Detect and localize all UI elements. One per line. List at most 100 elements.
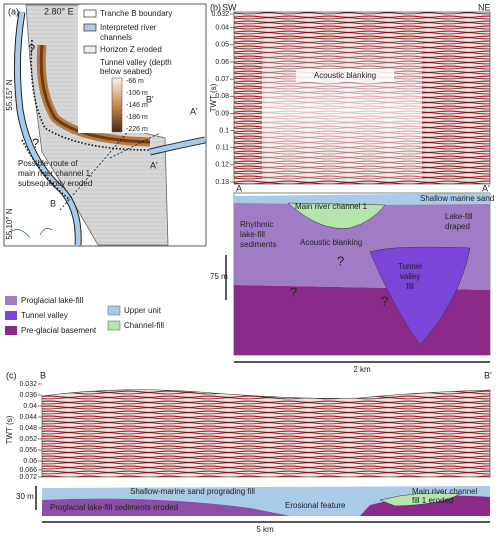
eroded-boundary (30, 39, 151, 151)
v-scale: 75 m (210, 272, 228, 281)
h-scale: 2 km (353, 365, 371, 374)
profile-end: A' (150, 160, 158, 170)
lake-fill (42, 498, 290, 516)
y-tick-label: 0.04 (23, 403, 37, 410)
unit-label: Shallow-marine sand prograding fill (130, 487, 255, 496)
profile-end: B' (484, 370, 492, 380)
river (14, 11, 81, 246)
legend-swatch (5, 296, 17, 305)
legend-text: Tunnel valley (depth (100, 58, 172, 67)
profile-end: B (50, 198, 56, 208)
legend-text: Pre-glacial basement (21, 326, 97, 335)
y-tick-label: 0.11 (216, 145, 229, 152)
y-tick-label: 0.12 (215, 162, 229, 169)
annotation: subsequently eroded (18, 179, 92, 188)
y-tick-label: 0.07 (215, 76, 229, 83)
legend-text: Tunnel valley (21, 311, 68, 320)
question-mark: ? (32, 135, 39, 150)
y-tick-label: 0.066 (19, 467, 37, 474)
legend-swatch (83, 45, 97, 54)
colorbar-label: -66 m (126, 78, 144, 85)
legend-swatch (83, 9, 97, 18)
question-mark: ? (28, 41, 35, 56)
h-scale: 5 km (256, 525, 274, 534)
y-tick-label: 0.056 (19, 447, 37, 454)
annotation: main river channel 1, (18, 169, 92, 178)
legend-swatch (5, 311, 17, 320)
y-tick-label: 0.048 (19, 425, 37, 432)
unit-label: fill (406, 282, 414, 291)
unit-label: Main river channel 1 (295, 202, 368, 211)
profile-line-a (109, 117, 191, 159)
legend-text: channels (100, 33, 132, 42)
legend-text: Channel-fill (124, 321, 164, 330)
y-tick-label: 0.072 (19, 474, 37, 481)
unit-label: Proglacial lake-fill sediments eroded (50, 503, 178, 512)
y-tick-label: 0.06 (215, 59, 229, 66)
unit-label: lake-fill (240, 230, 265, 239)
profile-end: A' (190, 106, 198, 116)
unit-label: Rhythmic (240, 220, 273, 229)
profile-end: A' (482, 183, 490, 193)
colorbar-label: -226 m (126, 126, 148, 133)
y-tick-label: 0.04 (215, 25, 229, 32)
unit-label: Main river channel (412, 487, 478, 496)
panel-label: (c) (6, 370, 17, 380)
question-mark: ? (381, 293, 388, 308)
minor-channel (9, 227, 53, 239)
upper-unit (234, 193, 490, 205)
y-tick-label: 0.032 (19, 381, 37, 388)
y-axis-label: TWT (s) (5, 415, 14, 444)
y-tick-label: 0.1 (219, 127, 229, 134)
river (149, 137, 206, 155)
direction: NE (478, 2, 491, 12)
unit-label: Acoustic blanking (300, 238, 362, 247)
unit-label: draped (445, 222, 470, 231)
y-tick-label: 0.13 (215, 179, 229, 186)
colorbar-label: -106 m (126, 90, 148, 97)
latitude: 55.15° N (5, 79, 14, 110)
tunnel-fill (369, 246, 471, 346)
unit-legend: Proglacial lake-fill Tunnel valley Pre-g… (5, 296, 164, 335)
legend-text: below seabed) (100, 67, 152, 76)
y-tick-label: 0.052 (19, 436, 37, 443)
panel-a: (a) 2.80° E Tranche B boundary Interpret… (3, 3, 207, 247)
profile-end: B' (146, 94, 154, 104)
legend-text: Tranche B boundary (100, 9, 172, 18)
y-tick-label: 0.06 (23, 458, 37, 465)
seismic-profile (41, 389, 491, 478)
y-ticks: 0.032 0.036 0.04 0.044 0.048 0.052 0.056 0.06 0.… (19, 381, 42, 481)
latitude: 55.10° N (5, 208, 14, 239)
unit-label: Tunnel (398, 262, 422, 271)
y-tick-label: 0.032 (211, 11, 229, 18)
y-tick-label: 0.08 (215, 93, 229, 100)
unit-label: Shallow marine sand (420, 194, 494, 203)
legend-swatch (83, 23, 97, 32)
blanking-zone (262, 40, 422, 180)
unit-label: fill 1 eroded (412, 496, 453, 505)
colorbar-labels: -66 m -106 m -146 m -186 m -226 m (126, 78, 148, 133)
eroded-boundary (21, 139, 71, 201)
legend-text: Horizon Z eroded (100, 45, 162, 54)
legend-text: Upper unit (124, 306, 162, 315)
y-tick-label: 0.09 (215, 110, 229, 117)
colorbar-label: -186 m (126, 114, 148, 121)
legend-swatch (107, 320, 121, 331)
panel-label: (b) (210, 2, 221, 12)
channel-fill (287, 202, 386, 229)
unit-label: valley (400, 272, 420, 281)
unit-label: sediments (240, 240, 276, 249)
annotation: Possible route of (18, 159, 78, 168)
unit-label: Erosional feature (285, 501, 346, 510)
legend-swatch (107, 305, 121, 316)
legend-text: Proglacial lake-fill (21, 296, 83, 305)
question-mark: ? (337, 253, 344, 268)
y-axis-label: TWT (s) (209, 83, 218, 112)
longitude: 2.80° E (44, 6, 74, 16)
y-tick-label: 0.05 (215, 42, 229, 49)
y-ticks: 0.032 0.04 0.05 0.06 0.07 0.08 0.09 0.1 0.11 0.12… (211, 11, 234, 186)
v-scale: 30 m (16, 492, 34, 501)
direction: SW (222, 2, 237, 12)
tunnel-valley-deep (39, 44, 151, 144)
